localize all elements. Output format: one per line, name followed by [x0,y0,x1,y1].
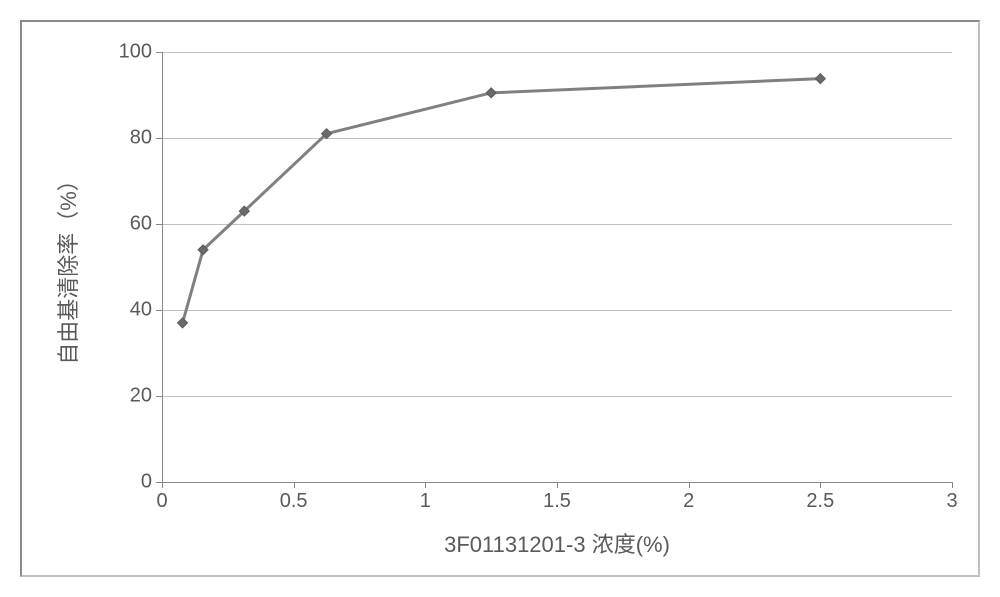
x-tick-label: 1.5 [543,490,571,513]
plot-area: 02040608010000.511.522.53 [162,52,952,482]
x-tick-label: 1 [420,490,431,513]
data-marker-diamond [486,88,496,98]
y-tick-label: 80 [130,127,152,150]
x-tick-label: 0.5 [280,490,308,513]
chart-frame: 02040608010000.511.522.53 自由基清除率（%） 3F01… [20,20,980,577]
x-tick-label: 2.5 [806,490,834,513]
y-tick-label: 0 [141,471,152,494]
x-axis-title: 3F01131201-3 浓度(%) [444,527,670,559]
y-tick-label: 40 [130,299,152,322]
data-marker-diamond [178,318,188,328]
y-axis-title: 自由基清除率（%） [51,169,83,365]
data-marker-diamond [815,74,825,84]
x-tick-label: 3 [946,490,957,513]
series-line [183,79,821,323]
x-axis-line [162,482,952,483]
x-tick-label: 2 [683,490,694,513]
x-tick-mark [952,482,953,488]
y-tick-label: 20 [130,385,152,408]
x-tick-label: 0 [156,490,167,513]
data-layer [162,52,952,482]
y-tick-label: 60 [130,213,152,236]
y-tick-label: 100 [119,41,152,64]
